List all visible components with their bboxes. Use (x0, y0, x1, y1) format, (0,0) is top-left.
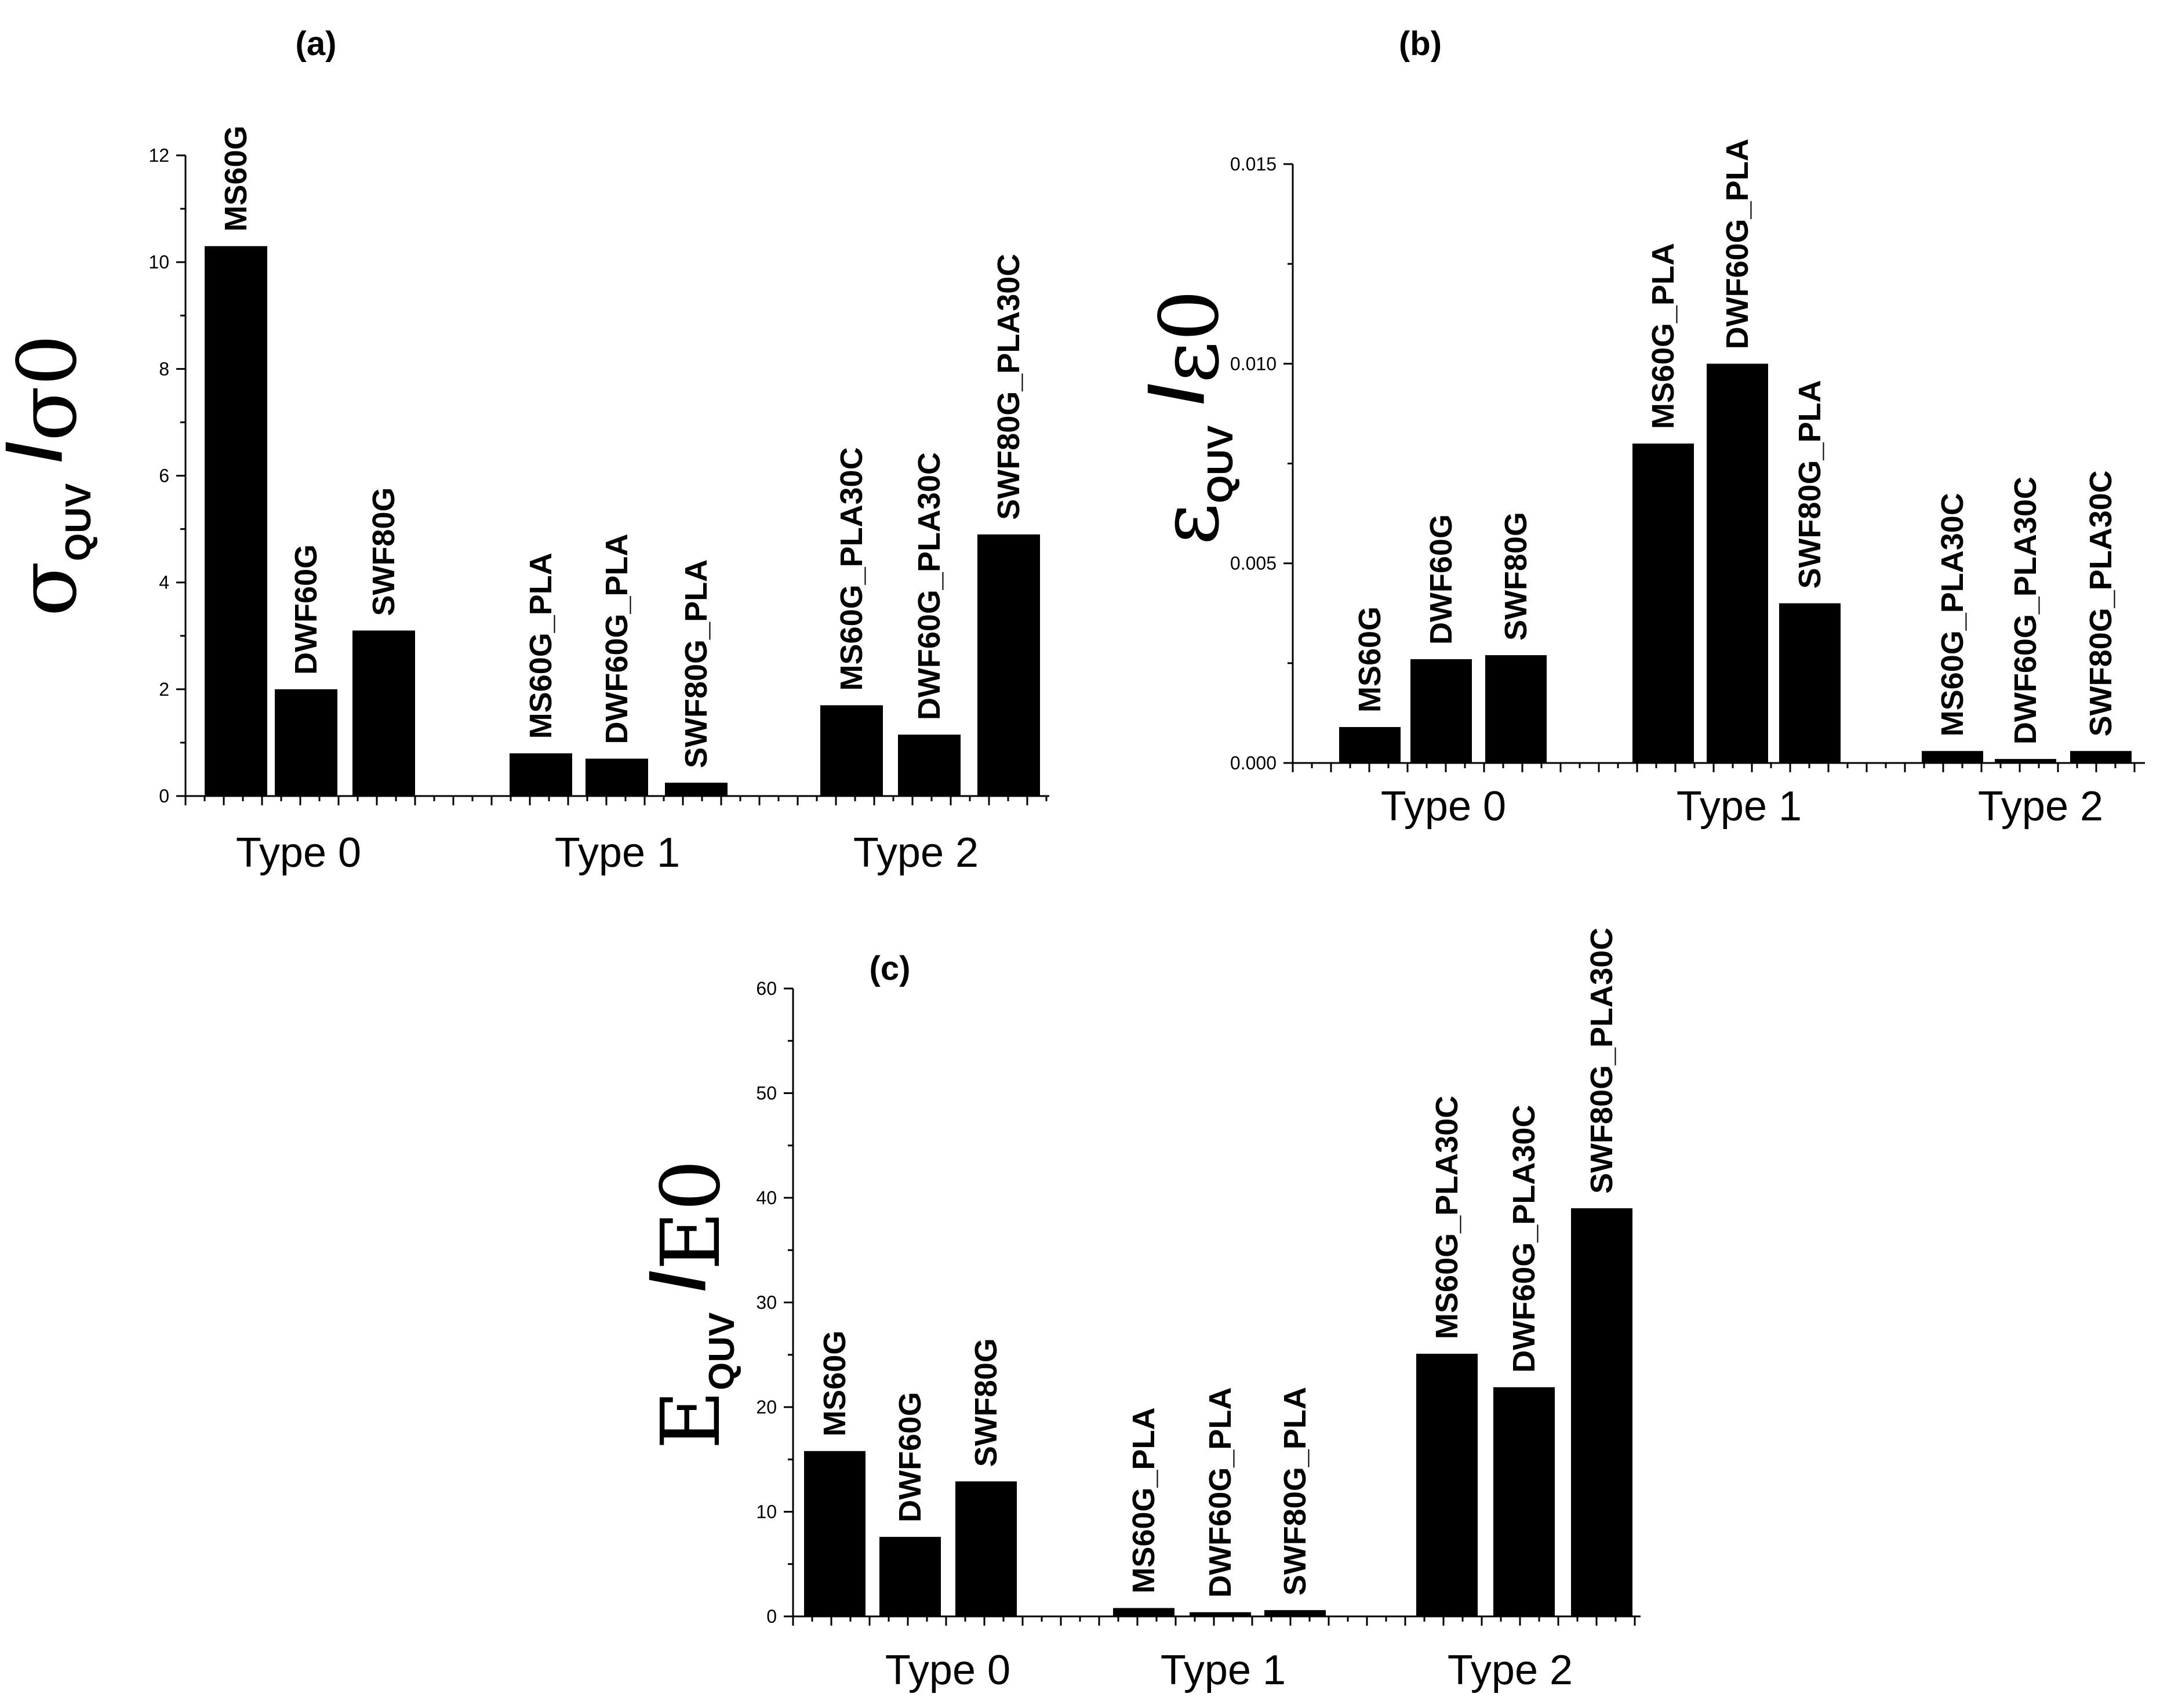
bar-label: DWF60G_PLA30C (1507, 1105, 1541, 1373)
y-tick-label: 0.010 (1230, 353, 1277, 374)
group-label: Type 0 (236, 830, 361, 876)
bar-ms60g (804, 1451, 866, 1616)
bar-label: SWF80G_PLA30C (1584, 928, 1619, 1194)
panel-title: (c) (870, 950, 911, 987)
y-tick-label: 0.000 (1230, 753, 1277, 773)
bar-label: MS60G_PLA (1646, 243, 1681, 429)
bar-dwf60g (879, 1536, 941, 1616)
bar-swf80g-pla30c (977, 534, 1040, 796)
group-label: Type 2 (1448, 1647, 1573, 1694)
bar-label: SWF80G_PLA (679, 559, 714, 768)
bar-label: SWF80G_PLA (1278, 1387, 1312, 1596)
bar-swf80g-pla (1779, 603, 1841, 763)
bar-label: MS60G (1352, 606, 1387, 713)
bar-ms60g-pla30c (1416, 1353, 1478, 1616)
y-tick-label: 0 (159, 786, 169, 806)
bar-dwf60g-pla30c (1493, 1387, 1555, 1616)
panel-c-chart: (c) 0 10 20 30 40 50 60 MS60G DWF60G SWF80G MS60G_P… (635, 928, 1641, 1694)
bar-label: SWF80G_PLA30C (2083, 470, 2118, 736)
bar-label: SWF80G (1499, 512, 1533, 641)
y-tick-label: 30 (756, 1292, 777, 1313)
y-tick-label: 60 (756, 978, 777, 999)
bar-ms60g (205, 246, 267, 797)
y-tick-label: 10 (756, 1502, 777, 1522)
bar-dwf60g (1410, 659, 1472, 763)
bar-label: MS60G_PLA30C (1430, 1096, 1464, 1339)
group-label: Type 1 (555, 830, 680, 876)
bar-label: DWF60G_PLA30C (912, 452, 947, 720)
bar-swf80g-pla (665, 782, 728, 796)
bar-label: MS60G_PLA30C (834, 447, 869, 691)
group-label: Type 1 (1677, 783, 1802, 830)
bar-label: SWF80G_PLA30C (991, 254, 1026, 520)
bar-label: DWF60G_PLA (1720, 139, 1755, 349)
bar-swf80g (955, 1481, 1017, 1616)
bar-dwf60g-pla30c (1995, 759, 2056, 763)
group-label: Type 2 (853, 830, 979, 876)
group-label: Type 0 (885, 1647, 1010, 1694)
bar-label: MS60G_PLA (1126, 1407, 1161, 1593)
bar-swf80g (1485, 655, 1547, 763)
y-tick-label: 20 (756, 1397, 777, 1418)
bar-ms60g-pla (1113, 1608, 1174, 1616)
panel-title: (b) (1399, 25, 1442, 63)
y-tick-label: 50 (756, 1083, 777, 1104)
bar-ms60g (1339, 727, 1401, 763)
bar-dwf60g-pla (1707, 364, 1768, 763)
bar-label: DWF60G_PLA (599, 533, 634, 744)
bar-label: DWF60G (893, 1392, 928, 1522)
bar-label: MS60G (219, 125, 253, 231)
bar-swf80g-pla30c (2070, 751, 2132, 763)
bar-label: SWF80G (969, 1338, 1003, 1467)
bar-label: DWF60G_PLA (1203, 1387, 1238, 1598)
bar-ms60g-pla30c (820, 705, 883, 796)
bar-label: MS60G_PLA (523, 553, 558, 739)
bar-dwf60g (275, 689, 337, 796)
bar-label: DWF60G (289, 544, 323, 675)
bar-label: MS60G_PLA30C (1935, 493, 1970, 736)
bar-dwf60g-pla (586, 758, 648, 796)
y-axis-label: εQUV /ε0 (1134, 290, 1241, 546)
bar-label: MS60G (817, 1331, 852, 1437)
y-tick-label: 40 (756, 1187, 777, 1208)
group-label: Type 0 (1381, 783, 1506, 830)
group-label: Type 1 (1161, 1647, 1286, 1694)
bar-label: DWF60G_PLA30C (2008, 477, 2043, 744)
bar-ms60g-pla30c (1922, 751, 1983, 763)
bar-swf80g-pla (1264, 1610, 1326, 1616)
panel-b-chart: (b) 0.000 0.005 0.010 0.015 MS60G DWF60G SWF80G… (1134, 25, 2145, 830)
bar-swf80g-pla30c (1571, 1208, 1632, 1616)
panel-title: (a) (296, 25, 337, 63)
y-tick-label: 8 (159, 358, 169, 379)
y-tick-label: 10 (148, 252, 169, 272)
panel-a-chart: (a) 0 2 4 6 8 10 12 MS60G DWF60G SWF80G MS60G_PLA DW… (0, 25, 1049, 876)
y-tick-label: 2 (159, 679, 169, 700)
bar-label: SWF80G (366, 487, 401, 616)
y-tick-label: 0 (766, 1606, 777, 1627)
y-tick-label: 0.015 (1230, 154, 1277, 175)
y-tick-label: 12 (148, 145, 169, 166)
y-axis-label: σQUV /σ0 (0, 335, 99, 617)
y-tick-label: 6 (159, 466, 169, 486)
bar-dwf60g-pla30c (898, 735, 961, 796)
bar-swf80g (352, 630, 415, 796)
bar-label: DWF60G (1424, 514, 1459, 645)
y-axis-label: EQUV /E0 (635, 1160, 742, 1449)
bar-dwf60g-pla (1190, 1612, 1251, 1616)
y-tick-label: 0.005 (1230, 553, 1277, 574)
group-label: Type 2 (1978, 783, 2103, 830)
bar-label: SWF80G_PLA (1792, 380, 1827, 588)
bar-ms60g-pla (510, 753, 572, 796)
y-tick-label: 4 (159, 572, 169, 593)
bar-ms60g-pla (1632, 444, 1694, 763)
